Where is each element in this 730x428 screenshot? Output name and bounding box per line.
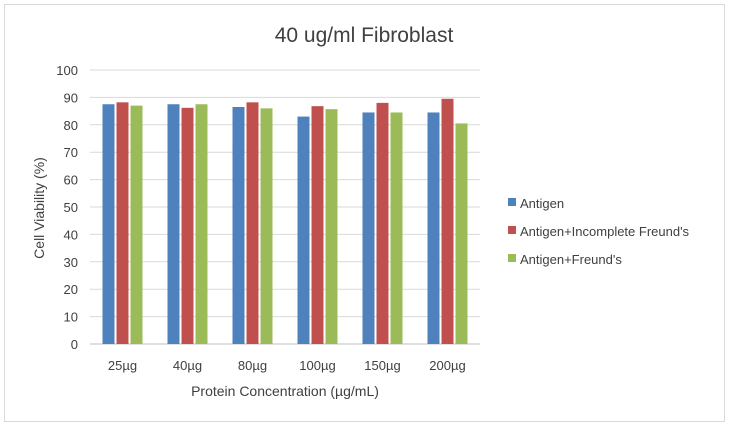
bar xyxy=(260,108,273,344)
gridlines xyxy=(90,69,480,345)
x-tick-labels: 25µg 40µg 80µg 100µg 150µg 200µg xyxy=(108,358,466,373)
y-tick-label: 80 xyxy=(64,118,78,133)
y-tick-label: 30 xyxy=(64,255,78,270)
y-tick-labels: 0 10 20 30 40 50 60 70 80 90 100 xyxy=(56,63,78,352)
legend-label: Antigen+Incomplete Freund's xyxy=(520,224,690,239)
y-tick-label: 60 xyxy=(64,173,78,188)
bar xyxy=(455,123,468,345)
y-tick-label: 50 xyxy=(64,200,78,215)
legend-swatch xyxy=(508,226,516,234)
y-tick-label: 20 xyxy=(64,282,78,297)
chart-title: 40 ug/ml Fibroblast xyxy=(275,24,454,47)
legend: Antigen Antigen+Incomplete Freund's Antige… xyxy=(508,196,690,267)
bars xyxy=(102,98,468,345)
x-tick-label: 150µg xyxy=(364,358,400,373)
bar xyxy=(181,107,194,344)
x-tick-label: 25µg xyxy=(108,358,137,373)
bar xyxy=(195,104,208,344)
x-tick-label: 200µg xyxy=(429,358,465,373)
y-tick-label: 70 xyxy=(64,145,78,160)
bar xyxy=(102,104,115,344)
bar xyxy=(167,104,180,344)
bar xyxy=(362,112,375,344)
y-axis-title: Cell Viability (%) xyxy=(31,157,47,259)
y-tick-label: 100 xyxy=(56,63,78,78)
bar xyxy=(441,98,454,345)
bar xyxy=(311,106,324,344)
bar xyxy=(390,112,403,344)
x-tick-label: 40µg xyxy=(173,358,202,373)
bar xyxy=(246,102,259,344)
bar xyxy=(130,105,143,345)
legend-label: Antigen+Freund's xyxy=(520,252,622,267)
x-tick-label: 100µg xyxy=(299,358,335,373)
y-tick-label: 0 xyxy=(71,337,78,352)
bar xyxy=(232,106,245,345)
bar xyxy=(376,102,389,344)
y-tick-label: 90 xyxy=(64,90,78,105)
bar xyxy=(325,109,338,344)
x-axis-title: Protein Concentration (µg/mL) xyxy=(191,383,379,399)
bar xyxy=(297,116,310,344)
y-tick-label: 40 xyxy=(64,227,78,242)
legend-swatch xyxy=(508,254,516,262)
legend-swatch xyxy=(508,198,516,206)
bar xyxy=(116,102,129,344)
bar xyxy=(427,112,440,344)
x-tick-label: 80µg xyxy=(238,358,267,373)
legend-label: Antigen xyxy=(520,196,564,211)
y-tick-label: 10 xyxy=(64,310,78,325)
